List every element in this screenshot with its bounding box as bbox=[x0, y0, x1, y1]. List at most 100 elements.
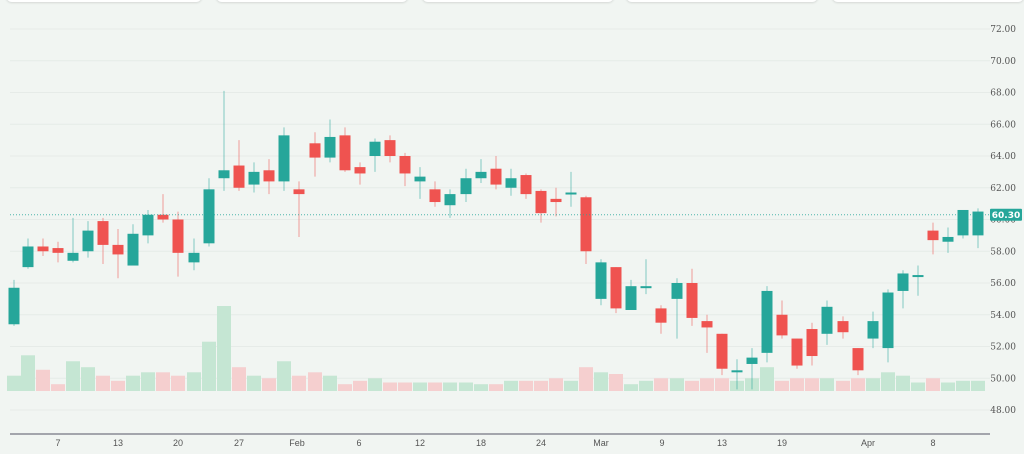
price-candles bbox=[8, 90, 984, 390]
y-tick-label: 72.00 bbox=[990, 25, 1016, 35]
candle-body bbox=[233, 165, 245, 188]
volume-bar bbox=[7, 375, 21, 391]
x-tick-label: 20 bbox=[173, 438, 183, 448]
candle-body bbox=[776, 314, 788, 336]
volume-bar bbox=[715, 378, 729, 391]
candle-body bbox=[942, 236, 954, 242]
volume-bar bbox=[760, 367, 774, 391]
volume-bar bbox=[549, 378, 563, 391]
x-tick-label: Apr bbox=[861, 438, 875, 448]
candle-body bbox=[686, 283, 698, 318]
y-axis[interactable]: 72.0070.0068.0066.0064.0062.0060.0058.00… bbox=[990, 25, 1016, 416]
volume-bar bbox=[881, 372, 895, 391]
volume-bar bbox=[504, 380, 518, 391]
candle bbox=[671, 278, 683, 339]
candle-body bbox=[414, 176, 426, 182]
candle-body bbox=[882, 292, 894, 349]
candle-body bbox=[610, 267, 622, 309]
candle bbox=[263, 159, 275, 195]
x-tick-label: 9 bbox=[659, 438, 664, 448]
candle-body bbox=[505, 178, 517, 188]
candle bbox=[791, 338, 803, 369]
candle-body bbox=[324, 136, 336, 158]
candle-body bbox=[640, 286, 652, 289]
candle bbox=[686, 268, 698, 326]
y-tick-label: 50.00 bbox=[990, 374, 1016, 384]
candle bbox=[354, 162, 366, 185]
candle bbox=[37, 238, 49, 257]
candle-body bbox=[972, 211, 984, 236]
candle-body bbox=[625, 286, 637, 310]
top-card-1[interactable] bbox=[6, 0, 202, 2]
candle bbox=[309, 132, 321, 177]
volume-bar bbox=[308, 372, 322, 391]
candle bbox=[776, 300, 788, 339]
volume-bars bbox=[7, 306, 985, 391]
candle-body bbox=[127, 233, 139, 266]
candle-body bbox=[354, 167, 366, 174]
x-tick-label: 24 bbox=[536, 438, 546, 448]
candle-body bbox=[339, 135, 351, 171]
candle bbox=[957, 209, 969, 239]
volume-bar bbox=[820, 378, 834, 391]
volume-bar bbox=[428, 382, 442, 391]
volume-bar bbox=[956, 380, 970, 391]
volume-bar bbox=[66, 361, 80, 391]
candle bbox=[127, 224, 139, 266]
candle bbox=[927, 222, 939, 255]
volume-bar bbox=[202, 341, 216, 391]
x-tick-label: 7 bbox=[55, 438, 60, 448]
candle-body bbox=[475, 171, 487, 179]
candle bbox=[580, 195, 592, 264]
candle-body bbox=[172, 219, 184, 253]
x-tick-label: 27 bbox=[234, 438, 244, 448]
volume-bar bbox=[443, 382, 457, 391]
candle-body bbox=[399, 156, 411, 174]
candle-body bbox=[701, 321, 713, 328]
volume-bar bbox=[609, 374, 623, 391]
candle bbox=[142, 209, 154, 244]
candle bbox=[278, 127, 290, 191]
candle-body bbox=[188, 252, 200, 263]
candle-body bbox=[8, 287, 20, 325]
volume-bar bbox=[51, 384, 65, 391]
candle bbox=[625, 279, 637, 310]
candle-body bbox=[655, 308, 667, 323]
top-card-5[interactable] bbox=[832, 0, 1024, 2]
volume-bar bbox=[187, 372, 201, 391]
volume-bar bbox=[971, 380, 985, 391]
volume-bar bbox=[262, 378, 276, 391]
volume-bar bbox=[323, 375, 337, 391]
top-card-2[interactable] bbox=[216, 0, 408, 2]
volume-bar bbox=[805, 378, 819, 391]
volume-bar bbox=[247, 375, 261, 391]
y-tick-label: 66.00 bbox=[990, 120, 1016, 130]
volume-bar bbox=[670, 378, 684, 391]
top-card-4[interactable] bbox=[626, 0, 818, 2]
candle bbox=[882, 289, 894, 363]
candle bbox=[821, 300, 833, 345]
candle bbox=[716, 333, 728, 376]
candle-body bbox=[852, 348, 864, 371]
last-price-tag: 60.30 bbox=[990, 208, 1022, 221]
candle-body bbox=[369, 141, 381, 156]
x-tick-label: 12 bbox=[415, 438, 425, 448]
candle bbox=[897, 270, 909, 309]
candle bbox=[731, 359, 743, 390]
candle bbox=[942, 227, 954, 253]
volume-bar bbox=[534, 380, 548, 391]
candle bbox=[746, 348, 758, 390]
y-tick-label: 56.00 bbox=[990, 279, 1016, 289]
candle-body bbox=[837, 321, 849, 333]
candle-body bbox=[957, 209, 969, 236]
candle-body bbox=[112, 244, 124, 255]
candle bbox=[444, 189, 456, 218]
x-axis[interactable]: 7 13 20 27 Feb 6 12 18 24 Mar 9 13 19 Apr 8 bbox=[10, 433, 990, 448]
volume-bar bbox=[790, 378, 804, 391]
candle bbox=[550, 187, 562, 217]
candle-body bbox=[82, 230, 94, 252]
top-card-3[interactable] bbox=[422, 0, 614, 2]
y-tick-label: 64.00 bbox=[990, 152, 1016, 162]
volume-bar bbox=[579, 367, 593, 391]
